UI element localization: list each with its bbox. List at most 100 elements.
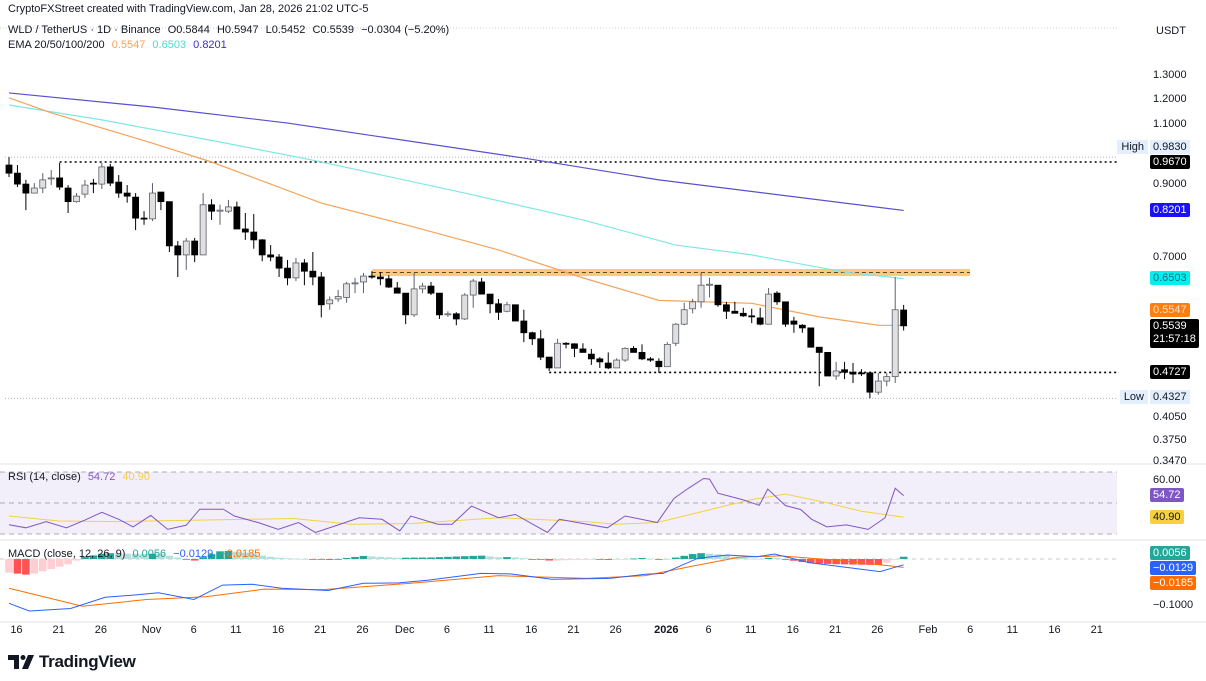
macd-histogram-bar <box>72 559 81 561</box>
candle <box>604 352 612 370</box>
macd-histogram-bar <box>705 553 714 559</box>
candle <box>343 281 351 303</box>
candle-body <box>250 231 258 241</box>
candle-body <box>663 343 671 368</box>
chart-credit: CryptoFXStreet created with TradingView.… <box>8 3 369 15</box>
candle-body <box>73 195 80 203</box>
macd-signal-line <box>8 555 904 607</box>
ohlc-high: H0.5947 <box>216 24 259 36</box>
candle <box>528 331 536 345</box>
macd-histogram-bar <box>545 559 553 561</box>
macd-histogram-bar <box>680 555 688 559</box>
macd-histogram-bar <box>655 559 663 560</box>
candle <box>512 304 519 322</box>
candle-body <box>182 240 190 256</box>
candle <box>571 343 578 358</box>
candle-body <box>393 287 401 294</box>
candle-body <box>495 303 502 313</box>
time-tick: 21 <box>52 624 65 636</box>
candle <box>216 204 224 225</box>
candle <box>199 193 207 256</box>
ema200-line <box>8 92 904 212</box>
candle-body <box>748 315 756 318</box>
candle-body <box>621 347 629 361</box>
high-tag: High <box>1117 140 1148 154</box>
candle-body <box>672 323 680 344</box>
candle <box>545 356 553 372</box>
candle <box>90 178 97 194</box>
time-tick: Feb <box>918 624 938 636</box>
macd-histogram-bar <box>258 555 266 559</box>
candle-body <box>739 312 747 317</box>
macd-histogram-bar <box>899 556 908 559</box>
rsi-ma-line <box>8 493 904 525</box>
macd-histogram-bar <box>359 555 368 559</box>
candle-body <box>562 342 570 345</box>
candle <box>663 342 671 368</box>
candle <box>30 183 38 194</box>
candle <box>790 316 798 333</box>
candle <box>73 193 80 203</box>
rsi-value-label: 54.72 <box>1150 488 1184 502</box>
candle-body <box>604 362 612 369</box>
macd-histogram-bar <box>536 559 545 560</box>
macd-histogram-bar <box>486 556 494 559</box>
macd-histogram-bar <box>528 559 537 560</box>
ema-label: EMA 20/50/100/200 <box>8 39 105 51</box>
ema200-label: 0.8201 <box>1150 203 1190 217</box>
candle <box>47 170 55 186</box>
rsi-ma-value: 40.90 <box>122 471 150 483</box>
candle <box>689 298 697 314</box>
macd-histogram-bar <box>317 559 326 560</box>
candle-body <box>233 206 241 230</box>
candle-body <box>444 313 452 316</box>
candle <box>587 348 595 365</box>
macd-histogram-bar <box>165 555 174 559</box>
candle <box>106 163 114 187</box>
brand-name: TradingView <box>39 652 136 671</box>
candle <box>81 179 89 198</box>
macd-histogram-bar <box>140 553 148 559</box>
candle <box>613 358 621 369</box>
macd-histogram-bar <box>874 559 883 566</box>
macd-histogram-bar <box>739 557 748 559</box>
candle-body <box>849 371 857 375</box>
macd-signal-value: −0.0185 <box>220 548 261 560</box>
candle <box>798 324 806 333</box>
last-price: 0.5539 <box>1153 320 1187 332</box>
candle-body <box>790 320 798 325</box>
macd-histogram-bar <box>106 553 115 559</box>
macd-histogram-bar <box>22 559 30 575</box>
candle <box>697 272 705 308</box>
time-axis[interactable]: 16 21 26 Nov 6 11 16 21 26 Dec 6 11 16 21 26 2026 6 11 16 2… <box>0 622 1117 644</box>
macd-histogram-bar <box>840 559 849 565</box>
candle-body <box>360 275 367 283</box>
candle-body <box>191 240 199 256</box>
rsi-label: RSI (14, close) <box>8 471 81 483</box>
candle <box>503 301 511 313</box>
candle-body <box>697 284 705 303</box>
macd-histogram-bar <box>722 554 731 559</box>
macd-histogram-bar <box>89 555 98 559</box>
macd-legend[interactable]: MACD (close, 12, 26, 9) 0.0056 −0.0129 −… <box>8 548 264 560</box>
macd-histogram-bar <box>64 559 72 565</box>
price-tick: 1.2000 <box>1153 93 1187 105</box>
macd-histogram-bar <box>325 559 334 560</box>
candle <box>98 162 106 190</box>
macd-histogram-bar <box>697 553 705 559</box>
price-axis[interactable]: USDT 1.3000 1.2000 1.1000 High 0.9830 0.… <box>1117 0 1206 622</box>
macd-histogram-bar <box>393 557 402 559</box>
candle <box>157 191 165 211</box>
candle-body <box>56 177 64 188</box>
time-tick: 16 <box>10 624 23 636</box>
macd-histogram-bar <box>570 559 579 560</box>
candle <box>14 165 21 188</box>
symbol-name[interactable]: WLD / TetherUS · 1D · Binance <box>8 24 161 36</box>
ema-legend[interactable]: EMA 20/50/100/200 0.5547 0.6503 0.8201 <box>8 39 231 51</box>
rsi-legend[interactable]: RSI (14, close) 54.72 40.90 <box>8 471 154 483</box>
candle-body <box>267 254 275 258</box>
candle-body <box>655 360 663 368</box>
tradingview-logo[interactable]: TradingView <box>8 652 136 672</box>
candle <box>191 237 199 263</box>
